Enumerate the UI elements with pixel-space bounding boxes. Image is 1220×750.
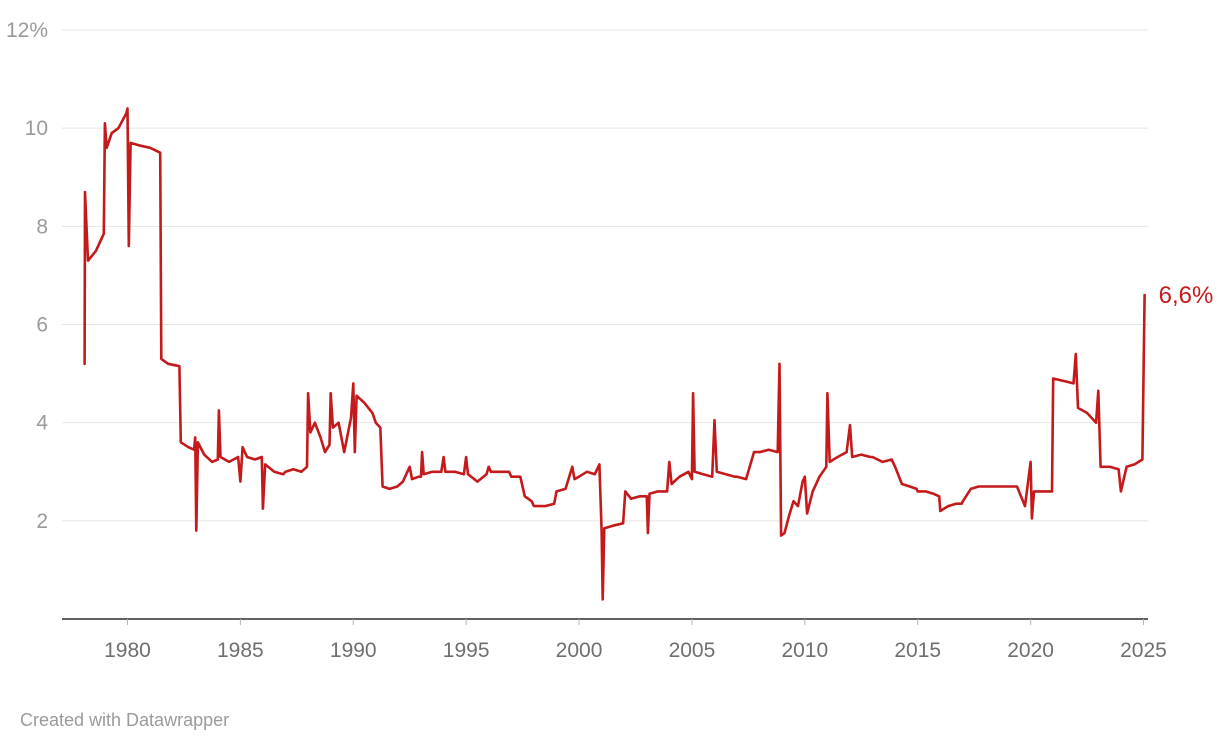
y-tick-label: 4: [36, 412, 48, 435]
x-tick-label: 1985: [217, 639, 264, 662]
data-line: [83, 107, 1146, 601]
y-tick-label: 12%: [6, 19, 48, 42]
x-tick-label: 2015: [894, 639, 941, 662]
x-tick-label: 2010: [781, 639, 828, 662]
x-tick-label: 1990: [330, 639, 377, 662]
credit-line: Created with Datawrapper: [20, 710, 230, 730]
line-chart: 2 4 6 8 10 12% 1980 1985 1990 1995 2000 2005 2010 201…: [6, 19, 1214, 662]
y-tick-label: 8: [36, 215, 48, 238]
x-tick-label: 2005: [669, 639, 716, 662]
x-tick-label: 1980: [104, 639, 151, 662]
end-value-label: 6,6%: [1159, 282, 1214, 309]
x-tick-label: 2000: [556, 639, 603, 662]
x-tick-label: 2025: [1120, 639, 1167, 662]
y-tick-label: 2: [36, 510, 48, 533]
x-tick-label: 2020: [1007, 639, 1054, 662]
line-chart-canvas: 2 4 6 8 10 12% 1980 1985 1990 1995 2000 2005 2010 201…: [6, 19, 1214, 662]
y-tick-label: 10: [25, 117, 48, 140]
x-tick-label: 1995: [443, 639, 490, 662]
y-tick-label: 6: [36, 314, 48, 337]
